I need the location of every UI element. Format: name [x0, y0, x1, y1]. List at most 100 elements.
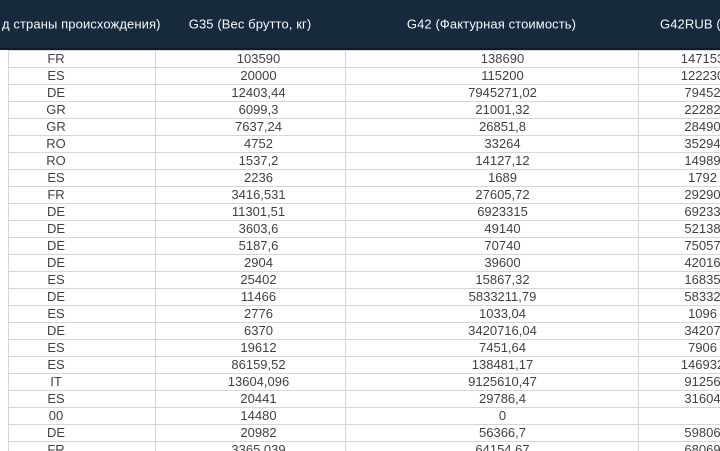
- table-row: GR 7637,24 26851,8 28490: [8, 118, 720, 136]
- table-cell: DE: [8, 288, 156, 306]
- table-row: ES 86159,52 138481,17 146932: [8, 356, 720, 374]
- table-cell: 56366,7: [345, 424, 639, 442]
- table-row: FR 103590 138690 147153: [8, 50, 720, 68]
- table-cell: ES: [8, 339, 156, 357]
- table-cell: 14127,12: [345, 152, 639, 170]
- table-cell: 79452: [638, 84, 720, 102]
- table-cell: 20000: [155, 67, 346, 85]
- table-cell: 7451,64: [345, 339, 639, 357]
- table-body: FR 103590 138690 147153 ES 20000 115200 122230 D…: [8, 50, 720, 451]
- table-cell: 6923315: [345, 203, 639, 221]
- table-cell: 138481,17: [345, 356, 639, 374]
- data-table: FR 103590 138690 147153 ES 20000 115200 122230 D…: [8, 50, 720, 451]
- table-cell: 122230: [638, 67, 720, 85]
- table-cell: 31604: [638, 390, 720, 408]
- table-row: GR 6099,3 21001,32 22282: [8, 101, 720, 119]
- table-cell: 33264: [345, 135, 639, 153]
- table-cell: 3416,531: [155, 186, 346, 204]
- table-cell: FR: [8, 441, 156, 451]
- table-cell: 0: [345, 407, 639, 425]
- column-header-gross-weight-kg[interactable]: G35 (Вес брутто, кг): [188, 16, 312, 32]
- table-cell: 29290: [638, 186, 720, 204]
- table-cell: 1033,04: [345, 305, 639, 323]
- table-cell: RO: [8, 135, 156, 153]
- table-row: DE 20982 56366,7 59806: [8, 424, 720, 442]
- table-cell: RO: [8, 152, 156, 170]
- table-cell: 7637,24: [155, 118, 346, 136]
- table-row: ES 20000 115200 122230: [8, 67, 720, 85]
- table-cell: ES: [8, 169, 156, 187]
- table-cell: 2776: [155, 305, 346, 323]
- table-cell: 1096: [638, 305, 720, 323]
- table-cell: 1689: [345, 169, 639, 187]
- table-row: 00 14480 0: [8, 407, 720, 425]
- table-cell: 11466: [155, 288, 346, 306]
- column-header-invoice-value-rub[interactable]: G42RUB (: [660, 16, 720, 32]
- table-row: ES 25402 15867,32 16835: [8, 271, 720, 289]
- table-cell: 75057: [638, 237, 720, 255]
- table-cell: DE: [8, 254, 156, 272]
- table-cell: ES: [8, 67, 156, 85]
- table-cell: GR: [8, 101, 156, 119]
- table-cell: 20982: [155, 424, 346, 442]
- table-row: RO 1537,2 14127,12 14989: [8, 152, 720, 170]
- table-cell: ES: [8, 305, 156, 323]
- table-cell: 115200: [345, 67, 639, 85]
- table-cell: 21001,32: [345, 101, 639, 119]
- table-cell: 15867,32: [345, 271, 639, 289]
- table-cell: 146932: [638, 356, 720, 374]
- table-cell: 1537,2: [155, 152, 346, 170]
- table-cell: 5187,6: [155, 237, 346, 255]
- table-row: FR 3365,039 64154,67 68069: [8, 441, 720, 451]
- table-row: DE 6370 3420716,04 34207: [8, 322, 720, 340]
- table-row: DE 3603,6 49140 52138: [8, 220, 720, 238]
- table-cell: DE: [8, 203, 156, 221]
- table-cell: 3603,6: [155, 220, 346, 238]
- table-row: DE 2904 39600 42016: [8, 254, 720, 272]
- table-cell: FR: [8, 50, 156, 68]
- table-cell: 69233: [638, 203, 720, 221]
- table-row: DE 5187,6 70740 75057: [8, 237, 720, 255]
- table-cell: 64154,67: [345, 441, 639, 451]
- table-header-row: д страны происхождения) G35 (Вес брутто,…: [0, 0, 720, 50]
- table-cell: 13604,096: [155, 373, 346, 391]
- table-cell: ES: [8, 356, 156, 374]
- table-cell: 2904: [155, 254, 346, 272]
- table-cell: 2236: [155, 169, 346, 187]
- table-cell: 103590: [155, 50, 346, 68]
- table-cell: 59806: [638, 424, 720, 442]
- table-cell: DE: [8, 237, 156, 255]
- table-cell: DE: [8, 220, 156, 238]
- table-cell: 3365,039: [155, 441, 346, 451]
- table-cell: DE: [8, 424, 156, 442]
- table-row: DE 12403,44 7945271,02 79452: [8, 84, 720, 102]
- table-row: RO 4752 33264 35294: [8, 135, 720, 153]
- table-cell: 91256: [638, 373, 720, 391]
- table-cell: 34207: [638, 322, 720, 340]
- table-cell: 14989: [638, 152, 720, 170]
- table-cell: 86159,52: [155, 356, 346, 374]
- table-cell: 58332: [638, 288, 720, 306]
- table-cell: 1792: [638, 169, 720, 187]
- table-row: ES 20441 29786,4 31604: [8, 390, 720, 408]
- column-header-country-of-origin-code[interactable]: д страны происхождения): [2, 16, 161, 32]
- table-row: ES 2776 1033,04 1096: [8, 305, 720, 323]
- table-cell: 49140: [345, 220, 639, 238]
- table-cell: 25402: [155, 271, 346, 289]
- table-cell: 35294: [638, 135, 720, 153]
- table-cell: 26851,8: [345, 118, 639, 136]
- table-cell: 6370: [155, 322, 346, 340]
- table-cell: DE: [8, 84, 156, 102]
- table-cell: GR: [8, 118, 156, 136]
- table-cell: 19612: [155, 339, 346, 357]
- column-header-invoice-value[interactable]: G42 (Фактурная стоимость): [406, 16, 577, 32]
- table-cell: ES: [8, 271, 156, 289]
- table-cell: 42016: [638, 254, 720, 272]
- table-cell: 70740: [345, 237, 639, 255]
- table-row: DE 11466 5833211,79 58332: [8, 288, 720, 306]
- table-cell: 6099,3: [155, 101, 346, 119]
- table-cell: 9125610,47: [345, 373, 639, 391]
- table-cell: 52138: [638, 220, 720, 238]
- table-row: IT 13604,096 9125610,47 91256: [8, 373, 720, 391]
